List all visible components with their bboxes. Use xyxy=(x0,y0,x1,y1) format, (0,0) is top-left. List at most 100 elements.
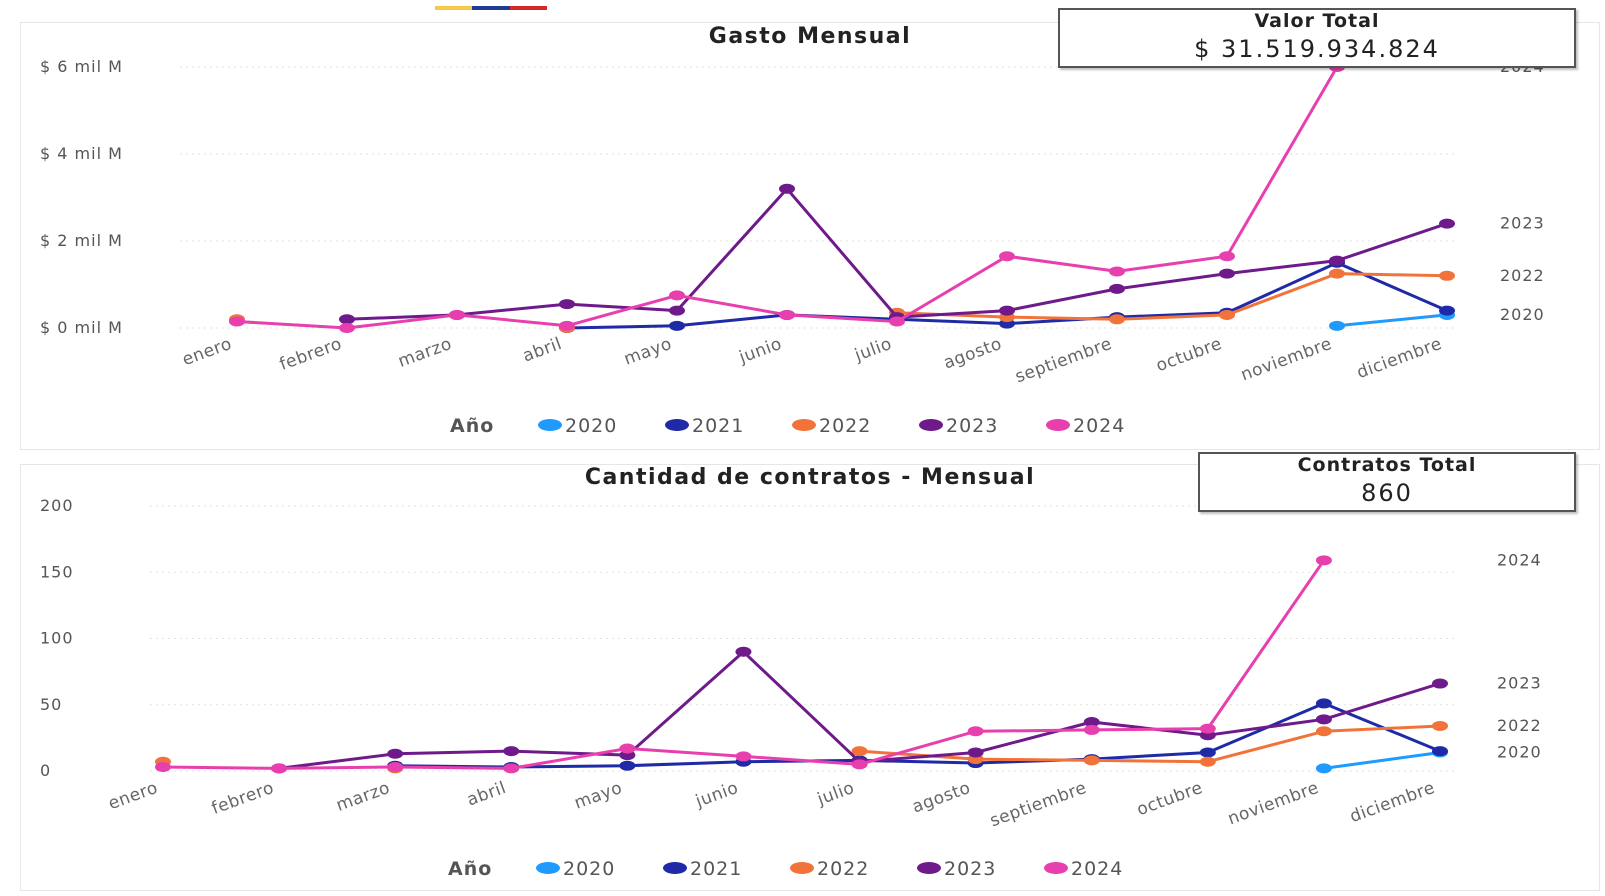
series-2024 xyxy=(155,555,1332,774)
series-2022 xyxy=(229,268,1455,333)
legend-swatch-2021 xyxy=(665,419,689,431)
data-point-2022[interactable] xyxy=(1432,720,1448,731)
data-point-2021[interactable] xyxy=(1315,698,1332,709)
series-end-label: 2022 xyxy=(1500,266,1545,285)
legend-label-2023[interactable]: 2023 xyxy=(944,858,996,880)
data-point-2023[interactable] xyxy=(999,305,1015,316)
data-point-2023[interactable] xyxy=(1219,268,1235,279)
data-point-2024[interactable] xyxy=(449,309,465,320)
contratos-total-card: Contratos Total 860 xyxy=(1198,452,1576,512)
data-point-2023[interactable] xyxy=(779,183,795,194)
valor-total-value: $ 31.519.934.824 xyxy=(1194,35,1440,63)
series-2023 xyxy=(339,183,1455,325)
flag-accent-bar xyxy=(435,6,547,10)
data-point-2021[interactable] xyxy=(669,320,685,331)
x-tick-label: junio xyxy=(736,334,785,368)
series-end-label: 2020 xyxy=(1497,742,1542,761)
data-point-2023[interactable] xyxy=(1439,218,1455,229)
chart-title: Gasto Mensual xyxy=(709,24,911,49)
data-point-2023[interactable] xyxy=(1329,255,1345,266)
data-point-2022[interactable] xyxy=(1199,756,1216,767)
data-point-2024[interactable] xyxy=(735,751,752,762)
legend-swatch-2020 xyxy=(536,862,560,874)
series-line-2024 xyxy=(162,559,1326,770)
legend-label-2022[interactable]: 2022 xyxy=(817,858,869,880)
legend-label-2023[interactable]: 2023 xyxy=(946,415,998,437)
data-point-2024[interactable] xyxy=(779,309,795,320)
valor-total-label: Valor Total xyxy=(1254,10,1380,32)
data-point-2024[interactable] xyxy=(271,763,288,774)
data-point-2022[interactable] xyxy=(1109,314,1125,325)
legend-label-2021[interactable]: 2021 xyxy=(692,415,744,437)
data-point-2021[interactable] xyxy=(1432,746,1448,757)
data-point-2024[interactable] xyxy=(669,290,685,301)
data-point-2023[interactable] xyxy=(559,299,575,310)
data-point-2022[interactable] xyxy=(1219,309,1235,320)
x-tick-label: julio xyxy=(814,778,857,810)
data-point-2020[interactable] xyxy=(1329,320,1345,331)
data-point-2024[interactable] xyxy=(229,316,245,327)
legend-swatch-2021 xyxy=(663,862,687,874)
data-point-2024[interactable] xyxy=(339,323,355,333)
data-point-2023[interactable] xyxy=(503,746,520,757)
series-end-label: 2024 xyxy=(1497,550,1542,569)
data-point-2024[interactable] xyxy=(1199,723,1216,734)
legend-swatch-2022 xyxy=(792,419,816,431)
x-tick-label: enero xyxy=(106,778,161,814)
legend-label-2021[interactable]: 2021 xyxy=(690,858,742,880)
data-point-2022[interactable] xyxy=(1083,755,1100,766)
data-point-2024[interactable] xyxy=(1315,555,1332,566)
legend-label-2024[interactable]: 2024 xyxy=(1073,415,1125,437)
data-point-2024[interactable] xyxy=(559,320,575,331)
data-point-2023[interactable] xyxy=(735,646,752,657)
flag-stripe-red xyxy=(509,6,547,10)
x-tick-label: noviembre xyxy=(1238,334,1334,385)
data-point-2023[interactable] xyxy=(1083,716,1100,727)
data-point-2022[interactable] xyxy=(1329,268,1345,279)
x-tick-label: mayo xyxy=(572,778,625,814)
data-point-2024[interactable] xyxy=(619,743,636,754)
legend-label-2020[interactable]: 2020 xyxy=(565,415,617,437)
data-point-2023[interactable] xyxy=(387,748,404,759)
legend-swatch-2024 xyxy=(1046,419,1070,431)
data-point-2024[interactable] xyxy=(1083,724,1100,735)
data-point-2024[interactable] xyxy=(889,316,905,327)
data-point-2022[interactable] xyxy=(851,746,868,757)
data-point-2020[interactable] xyxy=(1315,763,1332,774)
x-tick-label: enero xyxy=(180,334,235,370)
data-point-2023[interactable] xyxy=(1432,678,1448,689)
data-point-2024[interactable] xyxy=(1109,266,1125,277)
data-point-2023[interactable] xyxy=(339,314,355,325)
data-point-2024[interactable] xyxy=(967,726,984,737)
x-tick-label: julio xyxy=(851,334,894,366)
data-point-2024[interactable] xyxy=(999,251,1015,262)
flag-stripe-blue xyxy=(472,6,510,10)
data-point-2023[interactable] xyxy=(1315,714,1332,725)
data-point-2021[interactable] xyxy=(1199,747,1216,758)
series-2024 xyxy=(229,62,1345,333)
y-tick-label: $ 0 mil M xyxy=(40,318,123,337)
legend-label-2024[interactable]: 2024 xyxy=(1071,858,1123,880)
data-point-2021[interactable] xyxy=(1439,305,1455,316)
x-tick-label: febrero xyxy=(209,778,277,819)
legend-swatch-2023 xyxy=(919,419,943,431)
legend-label-2022[interactable]: 2022 xyxy=(819,415,871,437)
data-point-2023[interactable] xyxy=(967,747,984,758)
legend-label-2020[interactable]: 2020 xyxy=(563,858,615,880)
x-tick-label: noviembre xyxy=(1225,778,1321,829)
data-point-2023[interactable] xyxy=(1109,283,1125,294)
data-point-2024[interactable] xyxy=(1219,251,1235,262)
data-point-2021[interactable] xyxy=(619,760,636,771)
y-tick-label: 100 xyxy=(40,629,74,648)
data-point-2022[interactable] xyxy=(1315,726,1332,737)
data-point-2022[interactable] xyxy=(1439,270,1455,281)
series-2020 xyxy=(1315,747,1448,774)
data-point-2024[interactable] xyxy=(851,759,868,770)
legend-swatch-2024 xyxy=(1044,862,1068,874)
data-point-2024[interactable] xyxy=(503,763,520,774)
data-point-2024[interactable] xyxy=(155,762,171,773)
flag-stripe-yellow xyxy=(435,6,473,10)
data-point-2023[interactable] xyxy=(669,305,685,316)
data-point-2024[interactable] xyxy=(387,762,404,773)
series-end-label: 2023 xyxy=(1497,674,1542,693)
